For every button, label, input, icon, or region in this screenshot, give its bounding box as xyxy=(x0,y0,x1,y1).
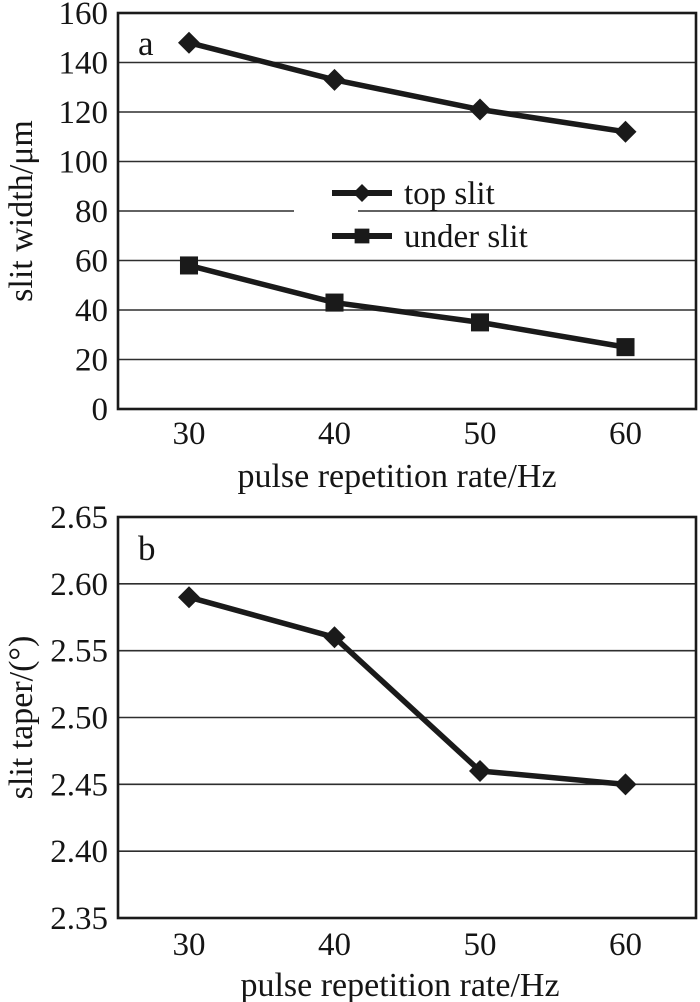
y-tick-label: 120 xyxy=(59,95,109,131)
y-tick-label: 2.65 xyxy=(50,502,108,536)
y-tick-label: 60 xyxy=(75,244,108,280)
series-line-top-slit xyxy=(186,39,629,135)
series-line-slit-taper xyxy=(186,594,629,788)
data-point-slit-taper-diamond-marker xyxy=(614,773,637,796)
data-point-slit-taper-diamond-marker xyxy=(469,759,491,782)
y-tick-label: 2.35 xyxy=(50,901,108,937)
data-point-under-slit-square-marker xyxy=(325,293,344,312)
data-point-top-slit-diamond-marker xyxy=(178,31,200,54)
data-point-top-slit-diamond-marker xyxy=(469,98,491,121)
y-tick-label: 40 xyxy=(75,293,108,329)
x-axis-label: pulse repetition rate/Hz xyxy=(240,967,559,1002)
data-point-top-slit-diamond-marker xyxy=(323,68,346,91)
x-tick-label: 60 xyxy=(609,416,642,452)
legend-label-top-slit: top slit xyxy=(404,176,495,212)
x-tick-label: 40 xyxy=(318,416,351,452)
y-tick-label: 100 xyxy=(59,145,109,181)
data-point-under-slit-square-marker xyxy=(179,256,199,275)
y-tick-label: 20 xyxy=(75,343,108,379)
data-point-slit-taper-diamond-marker xyxy=(323,626,346,649)
y-tick-label: 2.40 xyxy=(50,834,108,870)
y-tick-label: 2.60 xyxy=(50,567,108,603)
x-tick-label: 50 xyxy=(464,416,497,452)
plot-border xyxy=(116,11,698,411)
data-point-top-slit-diamond-marker xyxy=(614,120,637,143)
y-tick-label: 80 xyxy=(75,194,108,230)
legend-top-slit-diamond-marker xyxy=(353,184,371,202)
y-tick-label: 2.55 xyxy=(50,634,108,670)
legend-label-under-slit: under slit xyxy=(404,219,528,255)
panel-label: b xyxy=(138,529,156,568)
y-tick-label: 140 xyxy=(59,46,109,82)
data-point-under-slit-square-marker xyxy=(616,338,635,357)
x-tick-label: 50 xyxy=(464,927,497,963)
y-tick-label: 160 xyxy=(59,0,109,32)
y-tick-label: 2.45 xyxy=(50,767,108,803)
x-tick-label: 30 xyxy=(173,416,206,452)
data-point-slit-taper-diamond-marker xyxy=(178,586,200,609)
plot-border xyxy=(116,515,698,920)
data-point-under-slit-square-marker xyxy=(470,313,490,332)
x-tick-label: 60 xyxy=(609,927,642,963)
y-tick-label: 2.50 xyxy=(50,701,108,737)
chart-panel-a: 0 20 40 60 80 100 120 140 160 30 40 50 60 pulse repet… xyxy=(3,0,698,495)
chart-panel-b: 2.35 2.40 2.45 2.50 2.55 2.60 2.65 30 40 50 60 puls… xyxy=(3,502,698,1002)
x-tick-label: 40 xyxy=(318,927,351,963)
legend-background-patch xyxy=(294,206,358,220)
panel-label: a xyxy=(138,24,154,63)
y-axis-label: slit taper/(°) xyxy=(3,636,40,800)
legend-under-slit-square-marker xyxy=(354,228,370,244)
y-axis-label: slit width/μm xyxy=(3,120,40,302)
y-tick-label: 0 xyxy=(92,392,109,428)
x-axis-label: pulse repetition rate/Hz xyxy=(237,458,556,495)
series-line-under-slit xyxy=(186,262,629,350)
x-tick-label: 30 xyxy=(173,927,206,963)
